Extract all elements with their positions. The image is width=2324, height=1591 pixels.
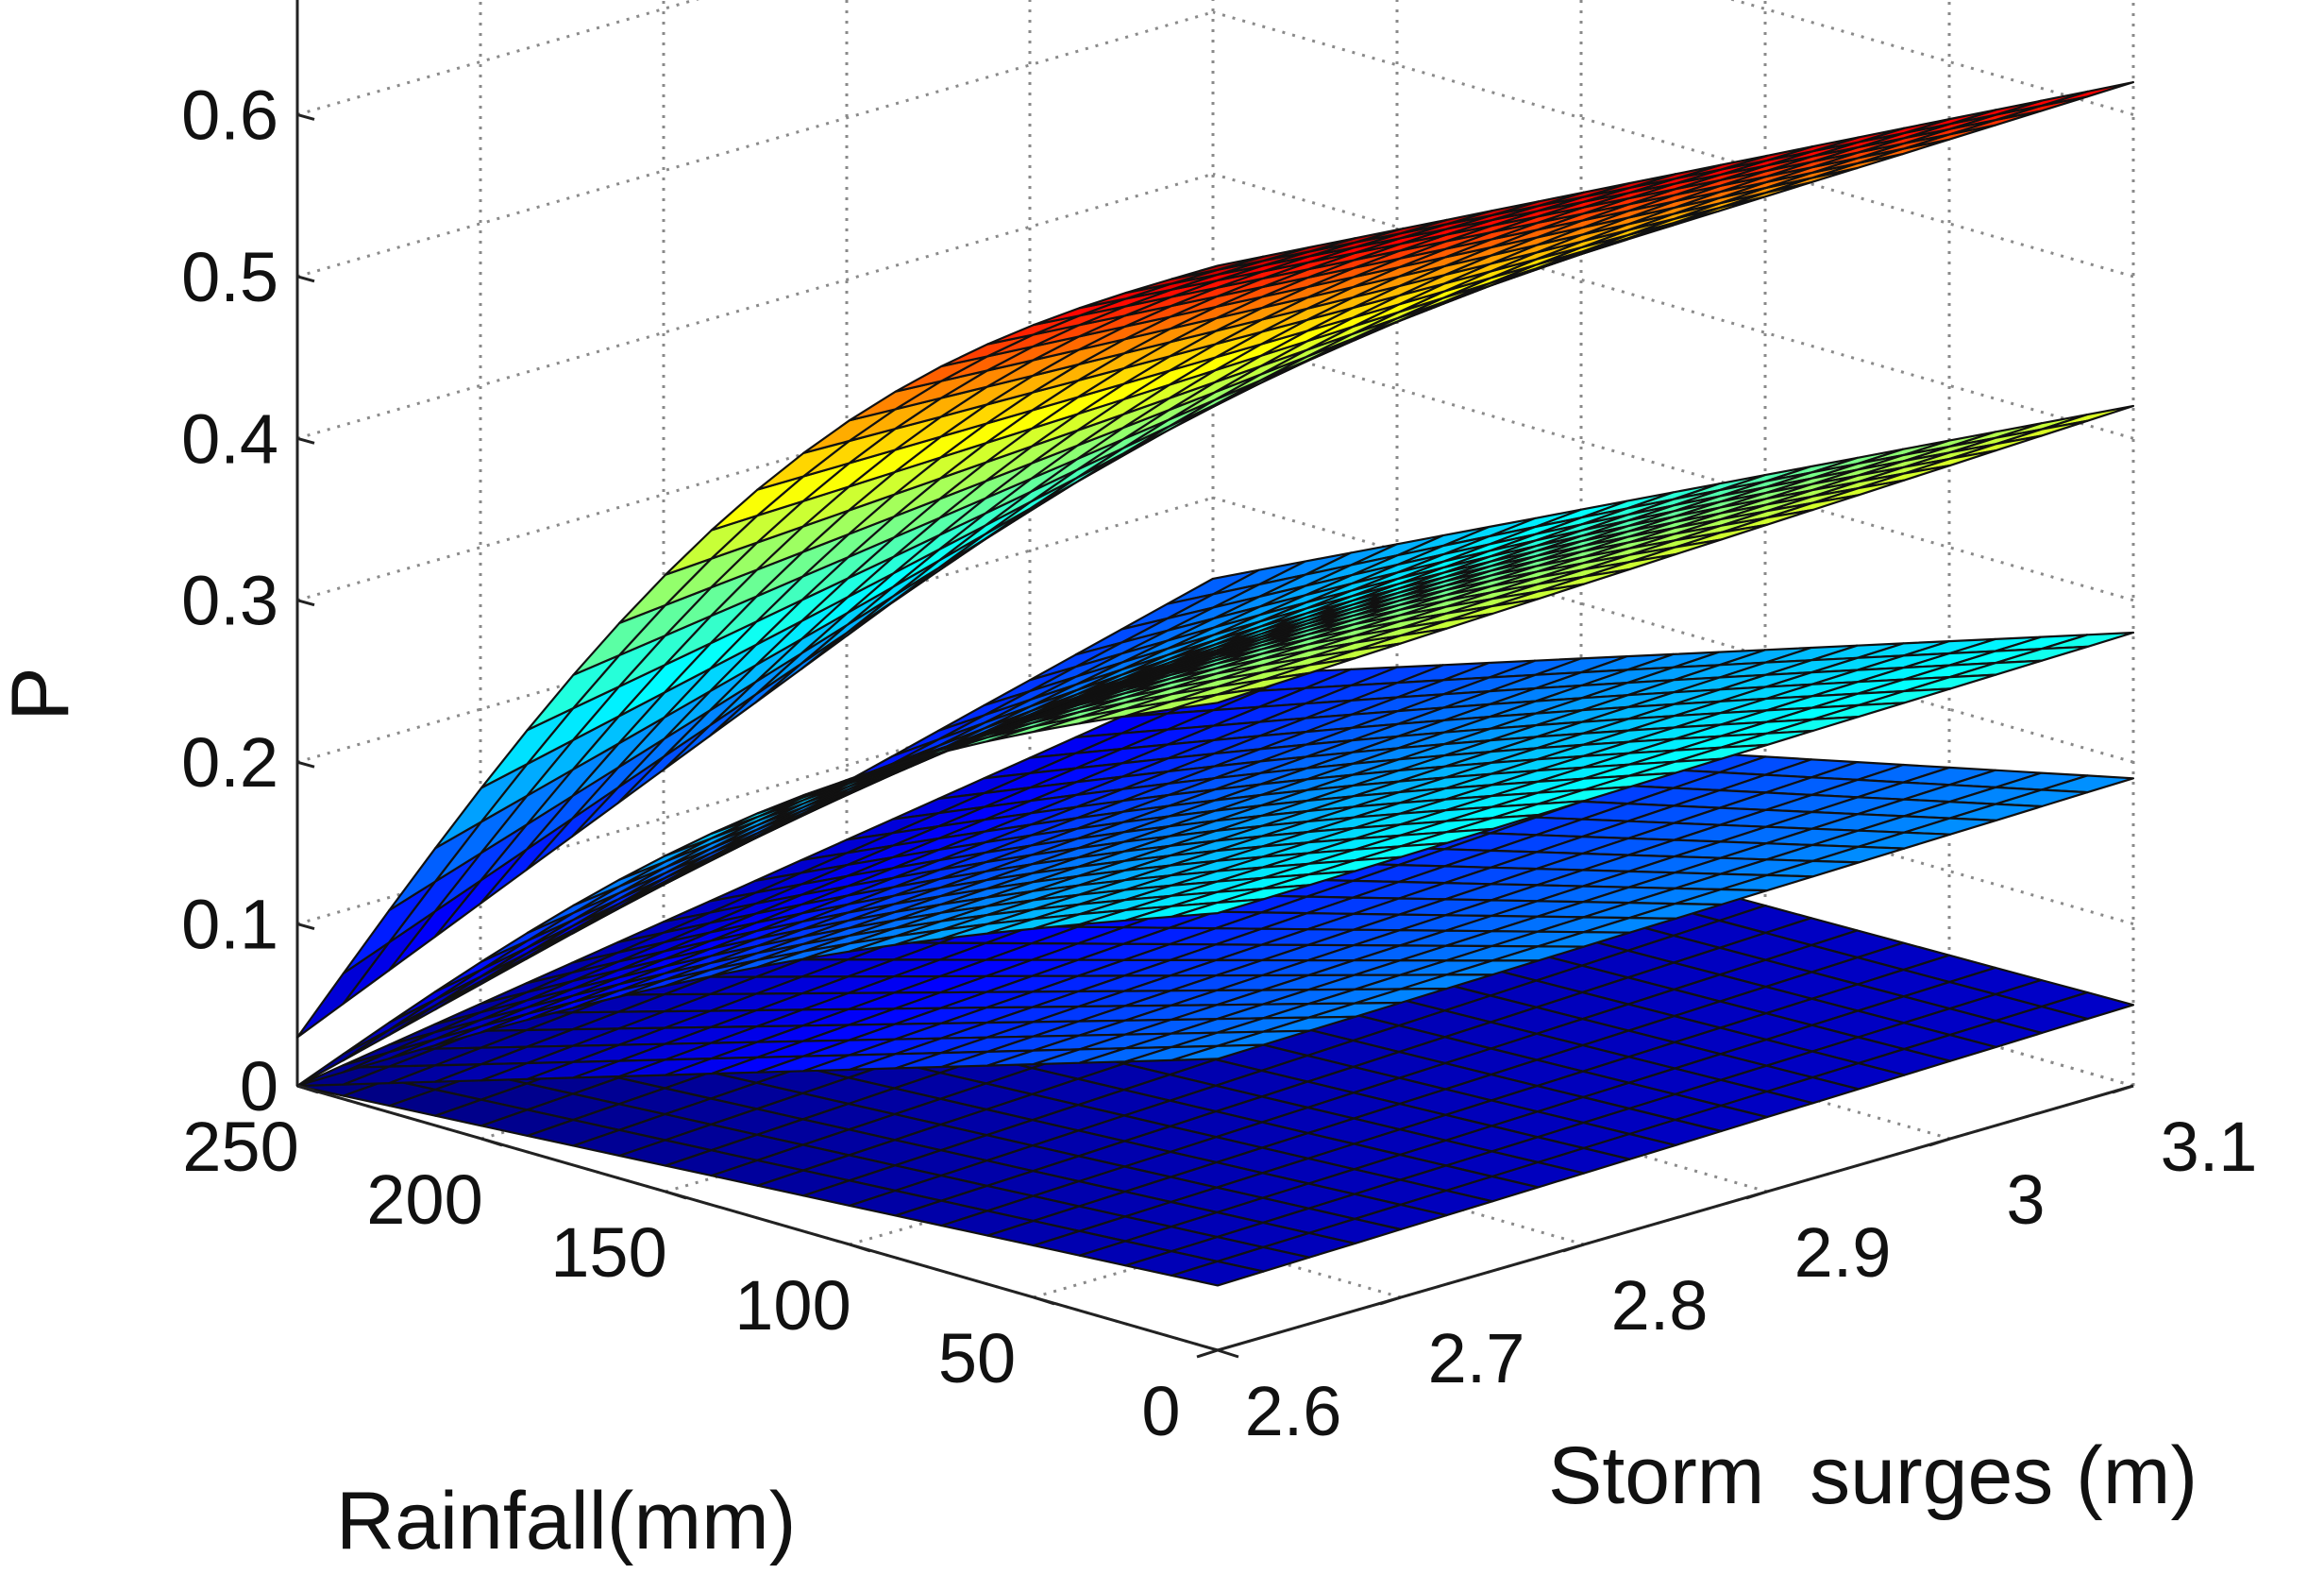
x-tick-mark xyxy=(849,1243,871,1253)
z-tick-mark xyxy=(296,436,315,445)
x-tick-label: 250 xyxy=(182,1108,298,1186)
x-axis-label: Rainfall(mm) xyxy=(336,1476,796,1566)
y-tick-label: 3 xyxy=(2006,1160,2045,1239)
surface-5 xyxy=(295,80,2135,1039)
surface-cell xyxy=(1170,898,1265,919)
x-tick-label: 0 xyxy=(1141,1372,1180,1450)
surface-3 xyxy=(295,631,2135,1088)
grid-line xyxy=(296,10,1214,279)
y-tick-mark xyxy=(1745,1190,1768,1200)
z-tick-label: 0.5 xyxy=(181,238,278,316)
y-tick-label: 2.8 xyxy=(1611,1266,1709,1345)
x-tick-label: 150 xyxy=(550,1213,666,1292)
surface-cell xyxy=(295,940,391,1039)
y-tick-label: 2.6 xyxy=(1245,1372,1342,1450)
x-tick-mark xyxy=(1217,1348,1239,1359)
z-tick-label: 0.2 xyxy=(181,723,278,802)
tick-layer: 0 50 100 150 200 250 2.6 2.7 2.8 2.9 3 3.1 0 0.1 0.2 0.… xyxy=(181,76,2258,1450)
y-tick-mark xyxy=(1379,1295,1402,1306)
z-tick-label: 0 xyxy=(240,1047,278,1126)
z-axis-label: P xyxy=(0,667,86,720)
x-tick-mark xyxy=(665,1190,687,1200)
y-tick-label: 2.9 xyxy=(1794,1213,1892,1292)
grid-line xyxy=(1212,496,2134,764)
x-tick-mark xyxy=(1033,1295,1055,1306)
axis-layer xyxy=(295,0,2134,1352)
z-tick-label: 0.6 xyxy=(181,76,278,154)
grid-line xyxy=(1728,0,2134,116)
x-tick-label: 100 xyxy=(734,1266,850,1345)
y-tick-mark xyxy=(1562,1243,1585,1253)
y-tick-label: 2.7 xyxy=(1428,1319,1525,1397)
x-tick-label: 200 xyxy=(366,1160,482,1239)
grid-line xyxy=(1212,172,2134,440)
z-tick-label: 0.1 xyxy=(181,886,278,964)
surface-layer xyxy=(295,80,2135,1287)
surface-cell xyxy=(1170,1260,1265,1287)
y-tick-mark xyxy=(1196,1348,1219,1359)
z-tick-mark xyxy=(296,1084,315,1092)
y-tick-mark xyxy=(1928,1137,1951,1147)
x-tick-mark xyxy=(480,1137,503,1147)
surface-cell xyxy=(1170,1043,1265,1062)
z-tick-mark xyxy=(296,112,315,121)
z-tick-mark xyxy=(296,599,315,607)
y-tick-label: 3.1 xyxy=(2161,1108,2258,1186)
surface-4 xyxy=(295,404,2135,1088)
grid-line xyxy=(1212,10,2134,279)
y-axis-label: Storm surges (m) xyxy=(1548,1430,2198,1521)
surface-cell xyxy=(1170,686,1265,711)
z-tick-label: 0.4 xyxy=(181,399,278,478)
y-tick-mark xyxy=(2112,1084,2134,1094)
grid-line xyxy=(1212,334,2134,602)
x-axis-line xyxy=(296,1084,1219,1352)
z-tick-mark xyxy=(296,760,315,769)
x-tick-label: 50 xyxy=(938,1319,1016,1397)
y-axis-line xyxy=(1217,1084,2134,1352)
grid-line xyxy=(296,0,700,116)
z-tick-mark xyxy=(296,275,315,283)
z-tick-mark xyxy=(296,922,315,931)
surface-cell xyxy=(1170,255,1265,280)
z-tick-label: 0.3 xyxy=(181,562,278,640)
